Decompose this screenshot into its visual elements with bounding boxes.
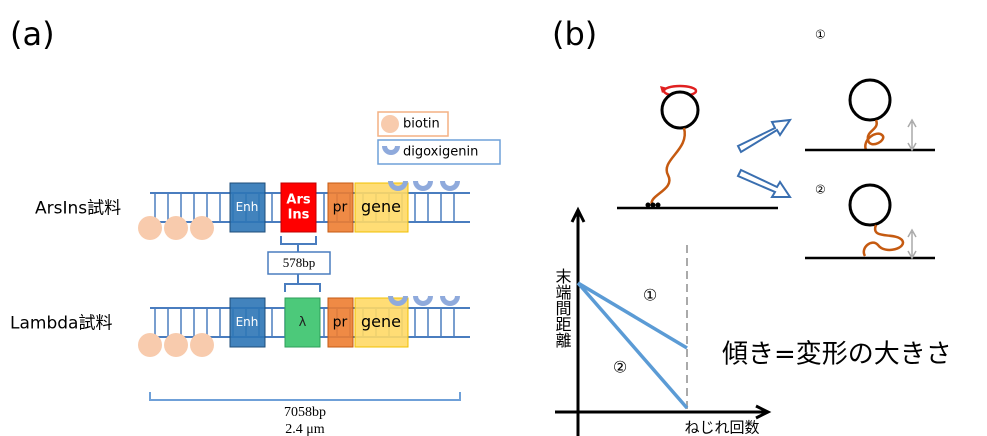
digoxigenin-icon [382, 146, 400, 155]
bead [662, 92, 698, 128]
bracket [150, 392, 460, 400]
digoxigenin [413, 296, 433, 306]
enhancer-label: Enh [236, 200, 259, 214]
enhancer-label: Enh [236, 315, 259, 329]
y-axis-label: 末端間距離 [553, 268, 572, 348]
anchor [656, 203, 661, 208]
x-axis-label: ねじれ回数 [684, 419, 759, 436]
tether [864, 225, 903, 256]
figure: (a) (b) biotin digoxigenin ArsIns試料 Enh Ar… [0, 0, 987, 436]
distance-arrow [908, 120, 916, 150]
biotin [138, 216, 162, 240]
trend-line [578, 283, 687, 348]
bracket [281, 236, 316, 252]
insert-label: λ [299, 315, 307, 330]
insert-label: Ars [286, 193, 310, 208]
biotin [190, 333, 214, 357]
outcome-label: ② [815, 183, 826, 197]
anchor [646, 203, 651, 208]
y-axis [572, 210, 584, 436]
biotin-icon [381, 115, 399, 133]
panel-label: (b) [552, 15, 597, 53]
digoxigenin [440, 296, 460, 306]
biotin [190, 216, 214, 240]
line-label: ② [613, 358, 627, 377]
biotin [164, 216, 188, 240]
trend-line [578, 283, 687, 408]
bead [850, 185, 890, 225]
promoter-label: pr [333, 200, 348, 216]
outcome-label: ① [815, 28, 826, 42]
gene-label: gene [361, 312, 401, 331]
digoxigenin [440, 181, 460, 191]
legend-label: biotin [403, 117, 440, 132]
biotin [138, 333, 162, 357]
bracket [285, 274, 320, 292]
digoxigenin [413, 181, 433, 191]
x-axis [555, 406, 768, 418]
bead [850, 80, 890, 120]
arrow [738, 120, 790, 152]
tether [652, 128, 685, 205]
distance-arrow [908, 230, 916, 258]
total-distance: 2.4 μm [285, 422, 325, 436]
legend-label: digoxigenin [403, 145, 478, 160]
annotation: 傾き=変形の大きさ [722, 340, 952, 370]
panel-label: (a) [10, 15, 55, 53]
total-length: 7058bp [284, 405, 326, 420]
line-label: ① [643, 286, 657, 305]
insert-label: Ins [288, 208, 310, 223]
gene-label: gene [361, 197, 401, 216]
arrow [738, 170, 790, 197]
biotin [164, 333, 188, 357]
insert-length: 578bp [283, 255, 316, 270]
sample-name: Lambda試料 [10, 314, 112, 334]
promoter-label: pr [333, 315, 348, 331]
sample-name: ArsIns試料 [35, 199, 121, 219]
anchor [651, 203, 656, 208]
tether [865, 120, 883, 150]
